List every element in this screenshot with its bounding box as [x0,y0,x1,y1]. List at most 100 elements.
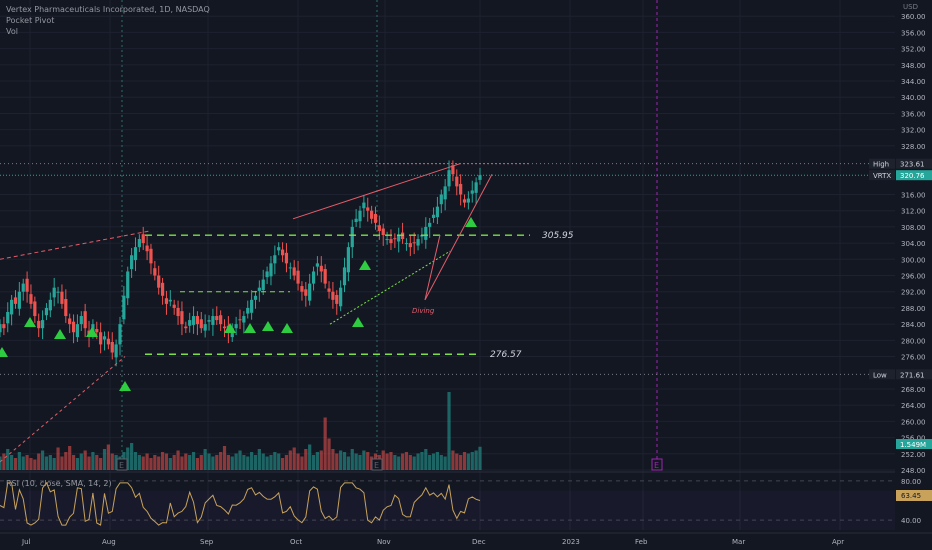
earnings-letter: E [119,461,124,470]
volume-bar [0,456,2,470]
indicator-vol[interactable]: Vol [6,27,18,36]
candle-body [149,248,153,264]
volume-bar [75,458,80,470]
pocket-pivot-markers [0,217,477,391]
time-tick: Nov [377,538,391,546]
price-tick: 264.00 [901,402,926,410]
price-tick: 252.00 [901,451,926,459]
rsi-label: RSI (10, close, SMA, 14, 2) [6,479,112,488]
candle-body [428,222,432,227]
volume-bar [133,452,138,470]
candle-body [141,234,145,244]
volume-bar [292,447,296,470]
candle-body [459,183,463,195]
candle-body [52,287,56,298]
volume-bar [474,450,478,470]
candle-body [37,320,41,329]
candle-body [431,214,436,218]
volume-bar [68,446,72,470]
volume-bar [234,453,238,470]
candle-body [443,186,447,200]
volume-bar [346,456,350,470]
volume-bar [315,452,320,470]
volume-bar [6,449,10,470]
candle-body [153,268,157,276]
candle-body [381,228,385,235]
candle-body [68,318,72,325]
candle-body [455,176,459,187]
high-value-bg [896,158,932,169]
pocket-pivot-arrow [119,381,131,391]
price-tick: 312.00 [901,208,926,216]
price-tick: 332.00 [901,127,926,135]
earnings-marker-future [651,458,663,471]
candle-body [133,247,138,261]
candle-body [242,316,246,323]
symbol-title[interactable]: Vertex Pharmaceuticals Incorporated, 1D,… [6,5,210,14]
volume-bar [153,455,157,470]
volume-bar [114,455,118,470]
low-value: 271.61 [900,371,925,379]
candle-body [83,311,87,329]
indicator-pocket-pivot[interactable]: Pocket Pivot [6,16,55,25]
time-tick: Aug [102,538,116,546]
rsi-tick-40: 40.00 [901,517,921,525]
pocket-pivot-arrow [281,323,293,333]
time-tick: Oct [290,538,302,546]
price-tick: 292.00 [901,289,926,297]
volume-bar [385,453,389,470]
volume-bar [339,450,343,470]
high-value: 323.61 [900,161,925,169]
time-tick: Apr [832,538,844,546]
volume-bar [60,456,64,470]
axis-bg [895,0,932,550]
price-tick: 308.00 [901,224,926,232]
candle-body [370,210,374,219]
volume-bar [52,458,56,470]
volume-bar [261,453,265,470]
volume-bar [416,453,420,470]
candle-body [265,271,269,278]
candle-body [168,299,172,302]
volume-bar [323,417,327,470]
earnings-marker [371,458,383,471]
candle-body [180,311,184,325]
volume-bar [172,455,176,470]
volume-bar [277,453,281,470]
candle-body [435,206,440,218]
price-tick: 328.00 [901,143,926,151]
candle-body [470,190,474,194]
pocket-pivot-arrow [352,317,364,327]
volume-bar [308,444,312,470]
volume-bar [17,452,21,470]
volume-bar [126,447,130,470]
volume-bar [207,453,211,470]
candle-body [126,271,130,299]
volume-bar [230,456,234,470]
volume-bar [40,450,45,470]
high-tag [869,158,895,169]
time-tick: Dec [472,538,486,546]
volume-bar [366,452,370,470]
price-tick: 336.00 [901,110,926,118]
price-tick: 284.00 [901,321,926,329]
wedge-lower [424,173,493,301]
volume-bar [87,456,91,470]
volume-bar [455,453,459,470]
dashed-trend-red [0,230,151,260]
candle-body [114,344,118,358]
volume-bar [199,455,203,470]
volume-bar [222,446,227,470]
earnings-letter: E [374,461,379,470]
volume-bar [273,452,277,470]
volume-bar [284,455,289,470]
price-axis: USD 360.00 356.00 352.00 348.00 344.00 340.00 3… [869,0,932,550]
candle-body [250,299,254,313]
volume-bar [141,456,145,470]
candle-body [447,170,451,187]
volume-bar [176,450,180,470]
candle-body [211,316,215,325]
volume-bar [83,450,87,470]
volume-bar [33,459,37,470]
